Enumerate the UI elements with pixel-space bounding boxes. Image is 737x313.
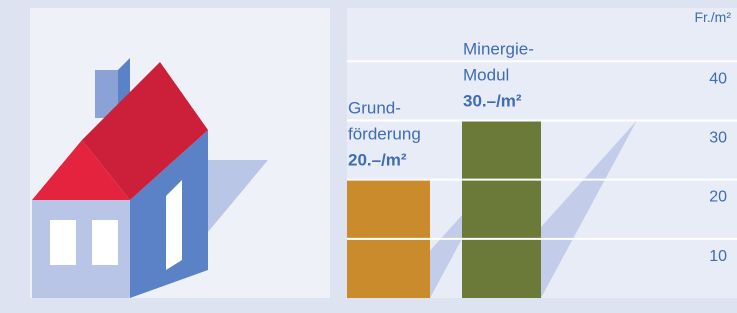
y-tick-label: 10 [709,248,727,265]
value-label: 20.–/m² [348,151,407,170]
category-label: Modul [463,65,509,84]
y-tick-label: 40 [709,70,727,87]
page: Fr./m² Grund-förderung 20.–/m² Minergie- Mo… [0,0,737,308]
category-label: förderung [348,125,421,144]
chart: Fr./m² Grund-förderung 20.–/m² Minergie- Mo… [0,0,737,308]
unit-label: Fr./m² [694,9,731,25]
category-label: Minergie- [463,39,534,58]
y-tick-label: 20 [709,189,727,206]
category-label: Grund- [348,99,401,118]
bar [462,120,541,298]
y-tick-label: 30 [709,129,727,146]
value-label: 30.–/m² [463,91,522,110]
window [50,220,76,265]
window [92,220,118,265]
